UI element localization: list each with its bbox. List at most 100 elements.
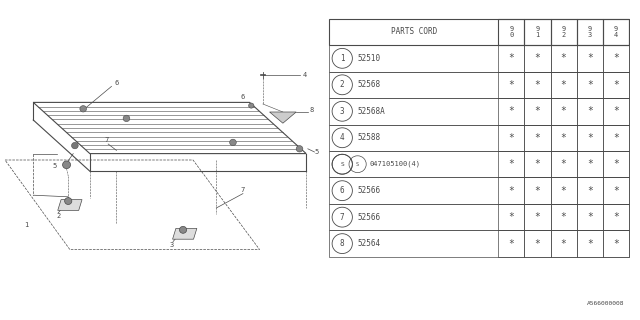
Circle shape (80, 106, 86, 112)
Text: 52588: 52588 (357, 133, 380, 142)
Text: 1: 1 (24, 222, 29, 228)
Text: *: * (561, 159, 566, 169)
Text: *: * (561, 106, 566, 116)
Bar (550, 151, 577, 178)
Bar (577, 178, 603, 204)
Bar (603, 178, 629, 204)
Text: 52568: 52568 (357, 80, 380, 89)
Text: *: * (613, 80, 619, 90)
Text: *: * (613, 159, 619, 169)
Bar (603, 230, 629, 257)
Bar (499, 19, 524, 45)
Text: 8: 8 (310, 107, 314, 113)
Bar (603, 204, 629, 230)
Text: 52510: 52510 (357, 54, 380, 63)
Text: *: * (587, 159, 593, 169)
Text: *: * (561, 239, 566, 249)
Bar (330, 178, 629, 204)
Bar (550, 230, 577, 257)
Bar (577, 230, 603, 257)
Text: *: * (508, 186, 515, 196)
Text: 9
2: 9 2 (561, 26, 566, 38)
Bar (524, 204, 550, 230)
Bar (524, 230, 550, 257)
Bar (603, 45, 629, 72)
Bar (577, 72, 603, 98)
Bar (330, 230, 629, 257)
Polygon shape (173, 228, 197, 239)
Bar (550, 72, 577, 98)
Circle shape (123, 115, 130, 122)
Polygon shape (58, 200, 82, 211)
Text: *: * (587, 106, 593, 116)
Text: 9
0: 9 0 (509, 26, 513, 38)
Text: 9
4: 9 4 (614, 26, 618, 38)
Circle shape (296, 146, 303, 152)
Bar (330, 45, 629, 72)
Bar (550, 178, 577, 204)
Text: 9
3: 9 3 (588, 26, 592, 38)
Bar (330, 98, 629, 124)
Bar (499, 204, 524, 230)
Bar (577, 124, 603, 151)
Bar (577, 98, 603, 124)
Text: *: * (534, 133, 540, 143)
Bar (524, 72, 550, 98)
Text: 52568A: 52568A (357, 107, 385, 116)
Text: 6: 6 (241, 94, 245, 100)
Text: *: * (613, 133, 619, 143)
Text: 6: 6 (115, 80, 118, 86)
Bar (524, 98, 550, 124)
Bar (603, 98, 629, 124)
Text: 52566: 52566 (357, 213, 380, 222)
Text: *: * (587, 239, 593, 249)
Bar (524, 178, 550, 204)
Text: *: * (613, 186, 619, 196)
Text: *: * (534, 212, 540, 222)
Bar (603, 151, 629, 178)
Text: 7: 7 (241, 187, 245, 193)
Text: *: * (508, 239, 515, 249)
Text: 4: 4 (303, 72, 307, 78)
Text: *: * (508, 106, 515, 116)
Text: A566000008: A566000008 (587, 301, 624, 306)
Text: *: * (561, 53, 566, 63)
Text: *: * (613, 106, 619, 116)
Bar (550, 98, 577, 124)
Text: *: * (508, 80, 515, 90)
Bar (330, 72, 629, 98)
Text: *: * (508, 133, 515, 143)
Text: *: * (534, 53, 540, 63)
Bar (524, 19, 550, 45)
Bar (524, 124, 550, 151)
Text: *: * (613, 239, 619, 249)
Bar (330, 151, 629, 178)
Text: S: S (340, 162, 344, 167)
Text: 8: 8 (340, 239, 344, 248)
Text: *: * (587, 53, 593, 63)
Text: *: * (613, 53, 619, 63)
Text: 1: 1 (340, 54, 344, 63)
Text: 6: 6 (340, 186, 344, 195)
Text: 5: 5 (314, 148, 318, 155)
Bar (330, 124, 629, 151)
Bar (499, 151, 524, 178)
Text: *: * (508, 212, 515, 222)
Bar (577, 204, 603, 230)
Text: *: * (561, 80, 566, 90)
Text: 5: 5 (52, 163, 57, 169)
Text: 047105100(4): 047105100(4) (369, 161, 420, 167)
Polygon shape (269, 112, 296, 123)
Bar (524, 151, 550, 178)
Text: *: * (587, 212, 593, 222)
Text: 4: 4 (340, 133, 344, 142)
Text: 2: 2 (340, 80, 344, 89)
Text: *: * (534, 186, 540, 196)
Text: PARTS CORD: PARTS CORD (390, 27, 437, 36)
Bar (330, 204, 629, 230)
Bar (499, 124, 524, 151)
Bar (577, 45, 603, 72)
Text: 3: 3 (169, 242, 173, 248)
Text: *: * (508, 159, 515, 169)
Text: 9
1: 9 1 (535, 26, 540, 38)
